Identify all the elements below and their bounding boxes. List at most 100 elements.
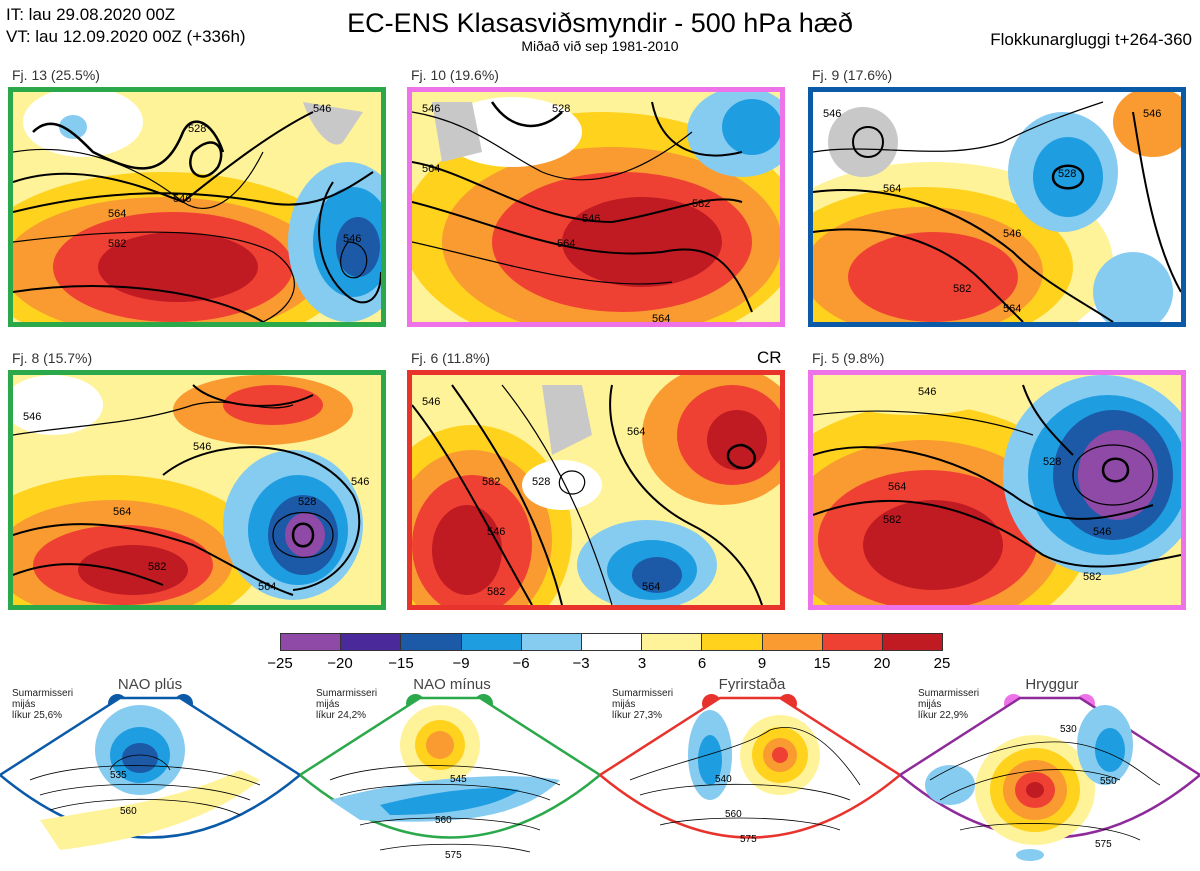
regime-note-fyrirstada: Sumarmisseri mijás líkur 27,3% [612, 688, 673, 721]
contour-label: 546 [422, 396, 440, 408]
contour-label: 528 [532, 476, 550, 488]
regime-name-hryggur: Hryggur [1025, 676, 1079, 693]
contour-label: 564 [113, 506, 131, 518]
reference-cluster-marker: CR [757, 348, 782, 367]
contour-label: 582 [108, 238, 126, 250]
regime-contour-label: 560 [725, 809, 742, 820]
regime-contour-label: 575 [445, 850, 462, 861]
regime-contour-label: 575 [740, 834, 757, 845]
contour-label: 546 [23, 411, 41, 423]
colorbar-swatch [762, 634, 823, 650]
regime-map-nao-plus[interactable]: 535 560 [0, 690, 300, 871]
regime-note-line: mijás [612, 699, 636, 710]
contour-label: 564 [642, 581, 660, 593]
regime-contour-label: 575 [1095, 839, 1112, 850]
contour-label: 564 [258, 581, 276, 593]
regime-note-line: líkur 24,2% [316, 710, 367, 721]
contour-label: 528 [552, 103, 570, 115]
contour-label: 582 [883, 514, 901, 526]
contour-label: 546 [918, 386, 936, 398]
contour-label: 546 [487, 526, 505, 538]
contour-label: 582 [482, 476, 500, 488]
contour-label: 582 [1083, 571, 1101, 583]
colorbar-tick: −25 [267, 655, 293, 672]
contour-label: 528 [298, 496, 316, 508]
contour-label: 564 [108, 208, 126, 220]
cluster-map-5[interactable]: 546 528 582 546 564 582 564 [407, 370, 785, 610]
regime-note-line: Sumarmisseri [612, 688, 674, 699]
contour-label: 546 [1003, 228, 1021, 240]
regime-contour-label: 535 [110, 770, 127, 781]
regime-note-line: líkur 27,3% [612, 710, 663, 721]
regime-note-line: mijás [918, 699, 942, 710]
contour-label: 546 [343, 233, 361, 245]
cluster-map-4[interactable]: 546 546 564 528 582 564 546 [8, 370, 386, 610]
contour-label: 582 [148, 561, 166, 573]
colorbar-swatch [521, 634, 582, 650]
contour-label: 528 [1058, 168, 1076, 180]
clustering-window: Flokkunargluggi t+264-360 [990, 30, 1192, 49]
regime-note-line: líkur 25,6% [12, 710, 63, 721]
colorbar-tick: −20 [327, 655, 353, 672]
page-title: EC-ENS Klasasviðsmyndir - 500 hPa hæð [347, 8, 853, 38]
contour-label: 564 [422, 163, 440, 175]
regime-note-hryggur: Sumarmisseri mijás líkur 22,9% [918, 688, 979, 721]
regime-name-fyrirstada: Fyrirstaða [718, 676, 786, 693]
colorbar-swatch [461, 634, 522, 650]
contour-label: 564 [1003, 303, 1021, 315]
contour-label: 546 [193, 441, 211, 453]
cluster-map-3[interactable]: 546 564 528 546 582 564 546 [808, 87, 1186, 327]
regime-contour-label: 560 [120, 806, 137, 817]
regime-map-fyrirstada[interactable]: 540 560 575 [600, 690, 900, 871]
regime-name-nao-plus: NAO plús [117, 676, 183, 693]
cluster-map-2[interactable]: 546 528 564 546 564 582 564 [407, 87, 785, 327]
contour-label: 564 [888, 481, 906, 493]
contour-label: 564 [883, 183, 901, 195]
contour-label: 546 [582, 213, 600, 225]
contour-label: 528 [188, 123, 206, 135]
contour-label: 564 [627, 426, 645, 438]
colorbar-swatch [281, 634, 342, 650]
regime-note-line: mijás [12, 699, 36, 710]
colorbar-tick: 6 [697, 655, 707, 672]
colorbar-swatch [702, 634, 763, 650]
cluster-label-6: Fj. 5 (9.8%) [812, 350, 885, 366]
contour-label: 546 [351, 476, 369, 488]
contour-label: 582 [692, 198, 710, 210]
regime-map-nao-minus[interactable]: 545 560 575 [300, 690, 600, 871]
colorbar-swatch [581, 634, 643, 650]
colorbar-swatch [401, 634, 462, 650]
contour-label: 582 [487, 586, 505, 598]
regime-contour-label: 530 [1060, 724, 1077, 735]
cluster-label-1: Fj. 13 (25.5%) [12, 67, 100, 83]
regime-map-hryggur[interactable]: 530 550 575 [900, 690, 1200, 871]
regime-note-line: Sumarmisseri [316, 688, 378, 699]
regime-contour-label: 560 [435, 815, 452, 826]
colorbar-swatch [822, 634, 883, 650]
contour-label: 546 [422, 103, 440, 115]
regime-note-nao-minus: Sumarmisseri mijás líkur 24,2% [316, 688, 377, 721]
regime-contour-label: 550 [1100, 776, 1117, 787]
cluster-label-4: Fj. 8 (15.7%) [12, 350, 93, 366]
contour-label: 546 [1093, 526, 1111, 538]
colorbar-swatch [642, 634, 703, 650]
regime-note-nao-plus: Sumarmisseri mijás líkur 25,6% [12, 688, 73, 721]
regime-note-line: líkur 22,9% [918, 710, 969, 721]
contour-label: 564 [652, 313, 670, 322]
colorbar-tick: −6 [512, 655, 530, 672]
regime-note-line: Sumarmisseri [918, 688, 980, 699]
cluster-map-1[interactable]: 546528546564582546564 [8, 87, 386, 327]
colorbar-tick: 3 [637, 655, 647, 672]
colorbar-tick: 20 [873, 655, 891, 672]
contour-label: 546 [313, 103, 331, 115]
page-subtitle: Miðað við sep 1981-2010 [521, 38, 679, 54]
contour-label: 546 [173, 193, 191, 205]
regime-contour-label: 545 [450, 774, 467, 785]
regime-note-line: mijás [316, 699, 340, 710]
colorbar-swatch [341, 634, 402, 650]
cluster-label-2: Fj. 10 (19.6%) [411, 67, 499, 83]
anomaly-colorbar [280, 633, 943, 651]
cluster-map-6[interactable]: 546 528 564 582 546 582 [808, 370, 1186, 610]
contour-label: 564 [557, 238, 575, 250]
initial-time: IT: lau 29.08.2020 00Z [6, 5, 176, 24]
